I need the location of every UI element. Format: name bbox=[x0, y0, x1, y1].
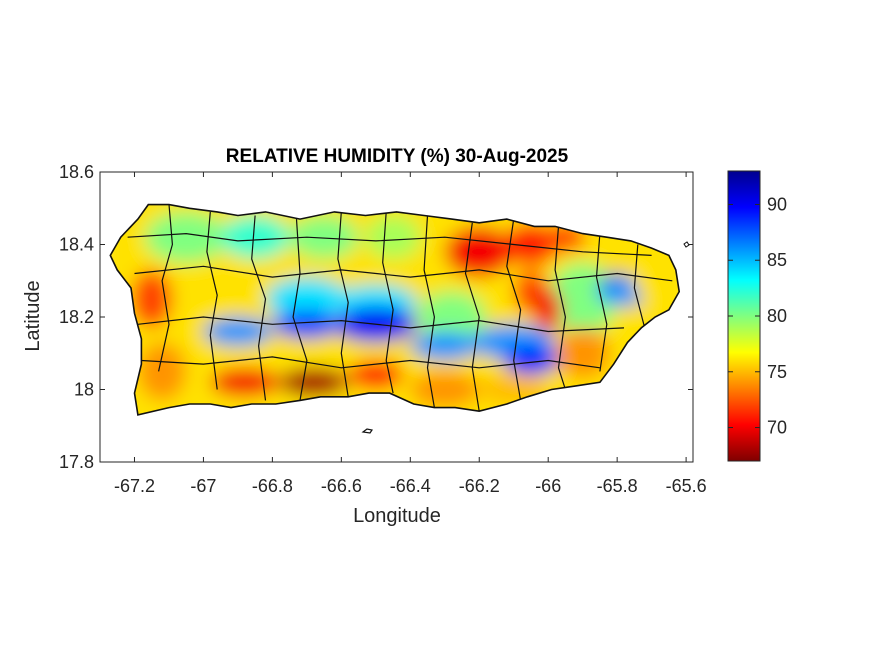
municipality-border-14 bbox=[141, 356, 600, 369]
x-tick-label: -66.8 bbox=[252, 476, 293, 496]
x-tick-label: -65.6 bbox=[666, 476, 707, 496]
y-tick-label: 18.4 bbox=[59, 235, 94, 255]
humidity-blob-26 bbox=[348, 360, 404, 390]
humidity-blob-21 bbox=[272, 309, 342, 339]
humidity-blob-8 bbox=[417, 291, 487, 343]
x-tick-label: -66.2 bbox=[459, 476, 500, 496]
municipality-border-10 bbox=[595, 233, 608, 372]
municipality-borders bbox=[127, 204, 673, 412]
municipality-border-5 bbox=[382, 211, 394, 394]
humidity-blob-2 bbox=[289, 215, 359, 259]
municipality-border-3 bbox=[292, 219, 308, 401]
x-tick-label: -66.4 bbox=[390, 476, 431, 496]
colorbar bbox=[727, 170, 761, 462]
municipality-border-9 bbox=[554, 226, 567, 390]
municipality-border-12 bbox=[134, 265, 673, 282]
municipality-border-6 bbox=[423, 215, 436, 408]
municipality-border-13 bbox=[137, 316, 625, 333]
municipality-border-15 bbox=[127, 232, 652, 256]
colorbar-ticks: 90 85 80 75 70 bbox=[728, 194, 787, 438]
colorbar-tick-label: 85 bbox=[767, 250, 787, 270]
municipality-border-11 bbox=[633, 244, 646, 329]
x-tick-label: -66.6 bbox=[321, 476, 362, 496]
x-tick-label: -66 bbox=[535, 476, 561, 496]
humidity-blob-19 bbox=[410, 331, 480, 361]
humidity-blob-4 bbox=[186, 269, 256, 328]
municipality-border-2 bbox=[251, 215, 267, 401]
x-tick-label: -67 bbox=[190, 476, 216, 496]
humidity-blob-27 bbox=[138, 342, 187, 401]
humidity-blob-1 bbox=[220, 215, 290, 259]
colorbar-tick-label: 75 bbox=[767, 362, 787, 382]
municipality-border-0 bbox=[158, 204, 174, 372]
humidity-blob-5 bbox=[131, 269, 173, 328]
humidity-blob-22 bbox=[203, 317, 273, 346]
chart-title: RELATIVE HUMIDITY (%) 30-Aug-2025 bbox=[226, 146, 569, 167]
y-axis-label: Latitude bbox=[22, 280, 44, 351]
humidity-blob-16 bbox=[634, 259, 669, 303]
humidity-blob-17 bbox=[555, 327, 611, 379]
y-tick-label: 18.6 bbox=[59, 162, 94, 182]
x-tick-label: -65.8 bbox=[597, 476, 638, 496]
municipality-border-8 bbox=[506, 219, 522, 401]
humidity-blob-30 bbox=[534, 288, 562, 332]
x-axis: -67.2 -67 -66.8 -66.6 -66.4 -66.2 -66 -65.8 -65.… bbox=[114, 172, 707, 496]
municipality-border-1 bbox=[206, 211, 218, 390]
colorbar-tick-label: 80 bbox=[767, 306, 787, 326]
humidity-blob-6 bbox=[265, 277, 349, 321]
y-axis: 18.6 18.4 18.2 18 17.8 bbox=[59, 162, 693, 472]
y-tick-label: 18.2 bbox=[59, 307, 94, 327]
x-axis-label: Longitude bbox=[353, 505, 441, 527]
municipality-border-7 bbox=[464, 222, 480, 412]
island-outline bbox=[109, 203, 681, 416]
humidity-blob-23 bbox=[503, 346, 559, 375]
humidity-blob-25 bbox=[279, 367, 349, 397]
y-tick-label: 18 bbox=[74, 380, 94, 400]
humidity-blob-3 bbox=[365, 215, 421, 259]
colorbar-tick-label: 70 bbox=[767, 418, 787, 438]
colorbar-tick-label: 90 bbox=[767, 194, 787, 214]
humidity-blob-10 bbox=[503, 222, 559, 267]
humidity-blob-28 bbox=[410, 371, 480, 408]
humidity-blob-24 bbox=[210, 367, 280, 397]
caja-de-muertos-islet bbox=[361, 428, 373, 434]
x-tick-label: -67.2 bbox=[114, 476, 155, 496]
y-tick-label: 17.8 bbox=[59, 452, 94, 472]
